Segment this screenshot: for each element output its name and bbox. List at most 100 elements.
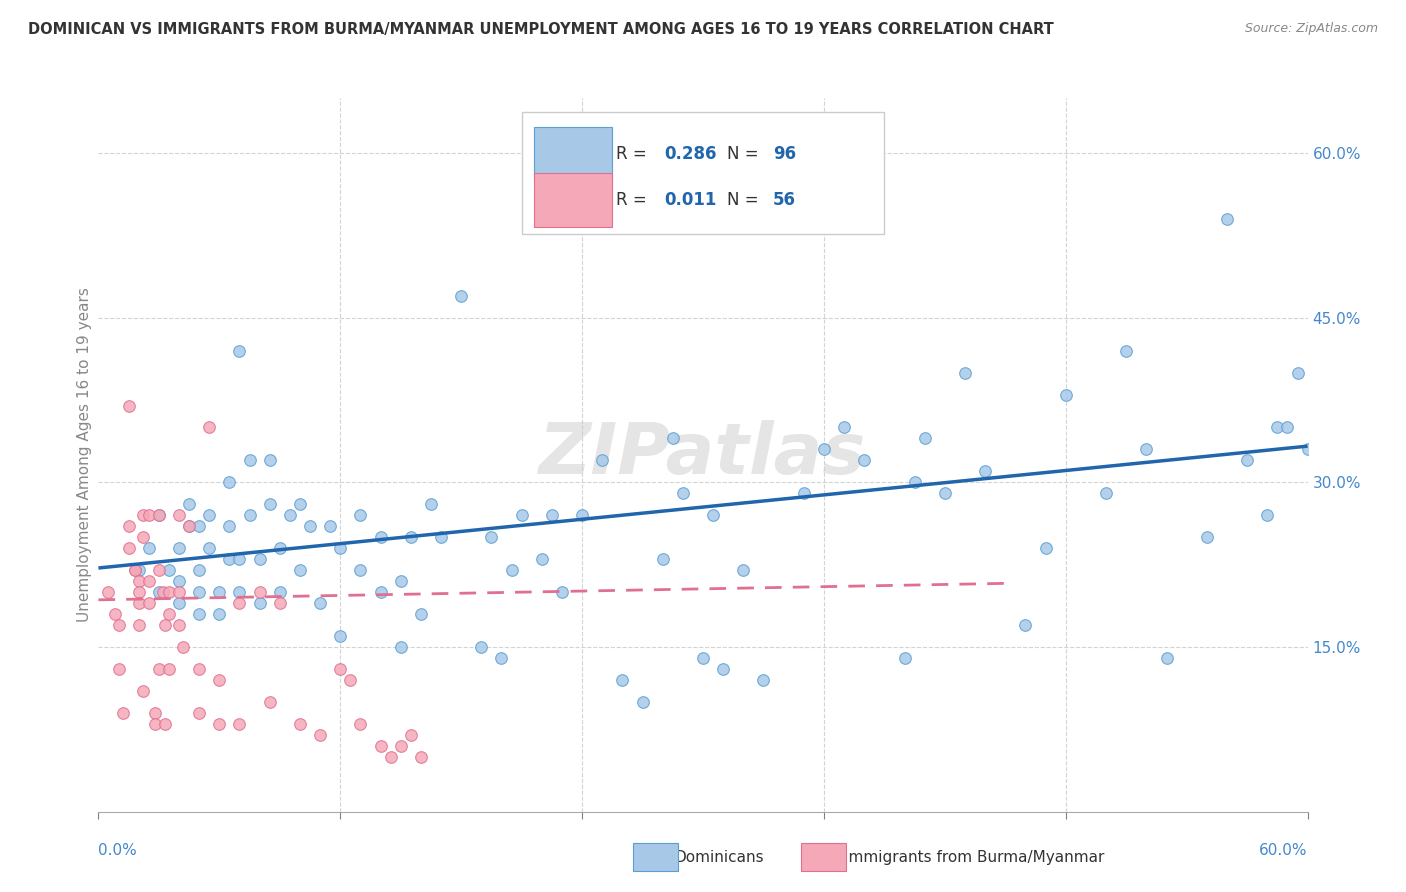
- Point: [143, 717, 166, 731]
- Point: [218, 519, 240, 533]
- Point: [389, 739, 412, 753]
- Text: N =: N =: [727, 191, 763, 209]
- Point: [953, 366, 976, 380]
- Point: [228, 717, 250, 731]
- Point: [370, 585, 392, 599]
- Point: [399, 530, 422, 544]
- Text: 96: 96: [773, 145, 796, 162]
- Point: [167, 596, 190, 610]
- Point: [530, 552, 553, 566]
- Point: [1156, 651, 1178, 665]
- Point: [974, 464, 997, 478]
- Point: [430, 530, 453, 544]
- Point: [1286, 366, 1309, 380]
- Point: [188, 706, 211, 720]
- Point: [148, 563, 170, 577]
- Point: [1054, 387, 1077, 401]
- Point: [228, 343, 250, 358]
- Text: DOMINICAN VS IMMIGRANTS FROM BURMA/MYANMAR UNEMPLOYMENT AMONG AGES 16 TO 19 YEAR: DOMINICAN VS IMMIGRANTS FROM BURMA/MYANM…: [28, 22, 1054, 37]
- Point: [157, 607, 180, 621]
- Point: [177, 497, 201, 511]
- FancyBboxPatch shape: [522, 112, 884, 234]
- Point: [167, 508, 190, 523]
- Text: Dominicans: Dominicans: [675, 850, 765, 864]
- Point: [419, 497, 441, 511]
- Point: [510, 508, 533, 523]
- Point: [813, 442, 835, 457]
- Point: [128, 574, 150, 589]
- Point: [329, 629, 352, 643]
- Point: [228, 596, 250, 610]
- Point: [904, 475, 927, 490]
- Point: [124, 563, 146, 577]
- Point: [1296, 442, 1319, 457]
- Point: [1256, 508, 1278, 523]
- Point: [711, 662, 734, 676]
- Point: [152, 585, 174, 599]
- Point: [551, 585, 574, 599]
- Point: [153, 618, 176, 632]
- Point: [1236, 453, 1258, 467]
- Point: [132, 684, 155, 698]
- Point: [128, 585, 150, 599]
- Point: [198, 508, 221, 523]
- Point: [1115, 343, 1137, 358]
- Point: [118, 541, 141, 556]
- Point: [893, 651, 915, 665]
- Point: [138, 596, 160, 610]
- Point: [157, 563, 180, 577]
- Point: [132, 508, 155, 523]
- Point: [1195, 530, 1218, 544]
- Point: [97, 585, 120, 599]
- Point: [409, 607, 432, 621]
- Point: [198, 541, 221, 556]
- Point: [752, 673, 775, 687]
- Point: [218, 475, 240, 490]
- Point: [672, 486, 695, 500]
- FancyBboxPatch shape: [534, 173, 612, 227]
- Point: [228, 585, 250, 599]
- Point: [309, 596, 332, 610]
- Point: [153, 717, 176, 731]
- Point: [370, 530, 392, 544]
- Point: [128, 618, 150, 632]
- Point: [188, 662, 211, 676]
- Point: [157, 662, 180, 676]
- FancyBboxPatch shape: [534, 127, 612, 180]
- Point: [218, 552, 240, 566]
- Point: [1014, 618, 1036, 632]
- Point: [832, 420, 855, 434]
- Point: [661, 432, 683, 446]
- Point: [249, 596, 271, 610]
- Point: [399, 728, 422, 742]
- Point: [198, 420, 221, 434]
- Point: [288, 497, 311, 511]
- Point: [259, 497, 281, 511]
- Point: [491, 651, 513, 665]
- Point: [692, 651, 714, 665]
- Point: [118, 399, 141, 413]
- Text: ZIPatlas: ZIPatlas: [540, 420, 866, 490]
- Point: [631, 695, 654, 709]
- Text: 0.0%: 0.0%: [98, 843, 138, 858]
- Point: [1135, 442, 1157, 457]
- Point: [269, 596, 291, 610]
- Point: [793, 486, 815, 500]
- Point: [188, 519, 211, 533]
- Point: [501, 563, 523, 577]
- Point: [349, 717, 371, 731]
- Point: [409, 749, 432, 764]
- Point: [288, 563, 311, 577]
- Point: [571, 508, 593, 523]
- Point: [269, 541, 291, 556]
- Point: [309, 728, 332, 742]
- Point: [118, 519, 141, 533]
- Point: [138, 508, 160, 523]
- Point: [470, 640, 492, 654]
- Text: Immigrants from Burma/Myanmar: Immigrants from Burma/Myanmar: [844, 850, 1104, 864]
- Point: [389, 574, 412, 589]
- Point: [111, 706, 134, 720]
- Point: [612, 673, 634, 687]
- Point: [148, 508, 170, 523]
- Point: [107, 662, 129, 676]
